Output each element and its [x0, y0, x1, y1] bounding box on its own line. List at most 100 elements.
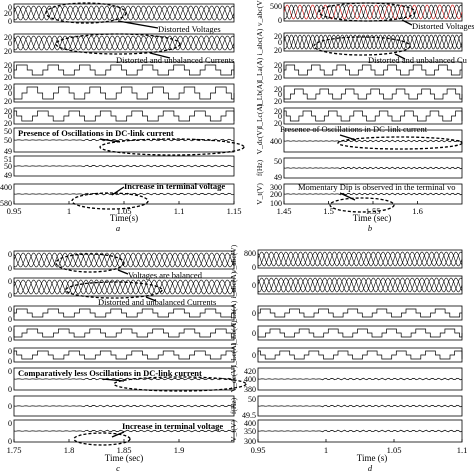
panel-c-row-0-phase-0	[13, 252, 235, 268]
panel-a-xtick-1: 1	[67, 206, 71, 216]
panel-b-row-5-ytick-0: 400	[270, 137, 282, 146]
panel-d-row-0-phase-1	[257, 251, 463, 267]
panel-c-row-5-ytick-0: 0	[8, 367, 12, 376]
panel-c-x-title: Time (sec)	[105, 453, 143, 463]
panel-c-row-0-ytick-0: 0	[8, 250, 12, 259]
annotation-b-ellipse-currents	[313, 36, 411, 56]
panel-d-row-6-ytick-0: 50	[248, 395, 256, 404]
panel-d-rows	[257, 249, 463, 443]
panel-c-row-7-ytick-0: 0	[8, 419, 12, 428]
panel-a-row-5-ytick-2: 49	[4, 147, 12, 156]
panel-c-row-0	[13, 250, 235, 270]
panel-b-row-0-ylabel: v_abc(V)	[255, 0, 264, 26]
panel-b-label: b	[368, 223, 372, 233]
panel-a-row-2-ytick-1: 0	[8, 66, 12, 75]
panel-b-row-3-ytick-0: 20	[274, 85, 282, 94]
panel-b-row-0-phase-2	[283, 4, 463, 20]
panel-a-row-3-trace	[13, 86, 235, 100]
panel-d-row-0-ylabel: v_abc(V)	[229, 244, 238, 273]
panel-a-row-4-ytick-1: 0	[8, 112, 12, 121]
panel-d-row-4	[257, 347, 463, 363]
panel-c-row-3-ytick-0: 0	[8, 325, 12, 334]
panel-a-x-title: Time(s)	[110, 213, 138, 223]
panel-d-row-4-trace	[257, 350, 463, 360]
panel-c-row-3-frame	[13, 325, 235, 341]
panel-d-row-4-frame	[257, 347, 463, 363]
panel-b-row-6-ytick-0: 50	[274, 157, 282, 166]
panel-a-row-0-phase-2	[13, 5, 235, 21]
annotation-c-ellipse-voltage	[55, 253, 125, 273]
panel-c-xtick-0: 1.75	[7, 445, 22, 455]
annotation-ellipse-voltage	[45, 2, 127, 24]
panel-b-x-title: Time (sec)	[353, 213, 391, 223]
annotation-b-ellipse-voltage	[318, 2, 416, 22]
panel-a-row-1-phase-0	[13, 35, 235, 51]
annotation-b-ellipse-dip	[329, 197, 395, 213]
panel-a-row-3-ytick-0: 20	[4, 83, 12, 92]
panel-c-label: c	[116, 463, 120, 473]
panel-b-row-1-ylabel: i_abc(A)	[255, 28, 264, 55]
panel-a-row-6	[13, 155, 235, 177]
annotation-arrow-currents	[149, 52, 171, 59]
panel-c-xtick-2: 1.85	[117, 445, 132, 455]
panel-b-xtick-3: 1.6	[412, 206, 423, 216]
panel-a-row-6-trace	[13, 164, 235, 168]
panel-d-row-6	[257, 395, 463, 417]
annotation-b-arrow-voltage	[401, 19, 413, 26]
panel-d-row-4-ytick-0: 0	[252, 351, 256, 360]
panel-b-row-4-ytick-0: 20	[274, 107, 282, 116]
panel-c-xtick-3: 1.9	[174, 445, 185, 455]
panel-b-row-2-ytick-1: 0	[278, 66, 282, 75]
panel-a-row-0-phase-0	[13, 5, 235, 21]
annotation-b-terminal-dip: Momentary Dip is observed in the termina…	[298, 182, 455, 192]
panel-b-row-0	[283, 2, 463, 22]
panel-d-row-2	[257, 305, 463, 321]
annotation-b-oscillations: Presence of Oscillations in DC-link curr…	[280, 124, 428, 134]
panel-d-row-2-trace	[257, 308, 462, 318]
panel-d-row-1-phase-2	[257, 277, 463, 293]
annotation-c-ellipse-terminal	[73, 432, 131, 446]
panel-c-row-0-phase-2	[13, 252, 235, 268]
panel-b-row-2-ylabel: I_La(A)	[255, 57, 264, 82]
panel-d-row-3	[257, 325, 463, 341]
panel-d-row-2-ytick-0: 0	[252, 309, 256, 318]
panel-b-row-1-phase-0	[283, 34, 463, 50]
panel-c-row-4-trace	[13, 350, 235, 360]
panel-d-row-3-ytick-0: 0	[252, 329, 256, 338]
panel-c-row-7	[13, 419, 235, 443]
panel-b-row-3-ylabel: I_Lb(A)	[255, 81, 264, 106]
annotation-arrow-voltage	[117, 20, 159, 29]
annotation-ellipse-terminal	[71, 192, 149, 210]
panel-b-ylabels: v_abc(V) i_abc(A) I_La(A)I_Lb(A)I_Lc(A)V_d…	[255, 0, 264, 205]
panel-a-row-5-ytick-0: 50	[4, 127, 12, 136]
annotation-c-balanced: Voltages are balanced	[128, 270, 203, 280]
panel-b-row-0-ytick-1: 0	[278, 16, 282, 25]
panel-d-row-0-phase-0	[257, 251, 463, 267]
panel-c-row-3-trace	[13, 328, 235, 338]
panel-a-row-6-ytick-1: 50	[4, 162, 12, 171]
annotation-distorted-voltages: Distorted Voltages	[158, 24, 221, 34]
annotation-c-ellipse-currents	[65, 281, 163, 299]
panel-c-row-2-trace	[13, 308, 235, 318]
panel-a-row-7-ytick-0: 400	[0, 183, 12, 192]
panel-b-row-7-ytick-0: 300	[270, 183, 282, 192]
annotation-b-ellipse-oscillations	[337, 136, 463, 150]
panel-a-row-1-ytick-1: 0	[8, 39, 12, 48]
panel-b-row-3	[283, 85, 463, 103]
annotation-b-arrow-currents	[394, 53, 406, 60]
panel-a-rows	[13, 3, 235, 205]
panel-d-row-5-ytick-1: 400	[244, 375, 256, 384]
panel-a-row-1-phase-2	[13, 35, 235, 51]
panel-d-xtick-0: 0.95	[251, 445, 266, 455]
panel-b-row-4-trace	[283, 110, 463, 122]
panel-c-row-2-ytick-0: 0	[8, 305, 12, 314]
panel-a-row-5-ytick-1: 50	[4, 136, 12, 145]
panel-c-row-3-ytick-1: 0	[8, 335, 12, 344]
panel-c-row-5-ytick-1: 0	[8, 385, 12, 394]
panel-d-row-7	[257, 419, 463, 443]
panel-b-row-7-trace	[283, 192, 463, 196]
panel-a: 0200200202002020020200205050495150494005…	[0, 2, 245, 233]
panel-c-row-1-phase-0	[13, 279, 235, 295]
panel-b-row-3-trace	[283, 88, 463, 100]
